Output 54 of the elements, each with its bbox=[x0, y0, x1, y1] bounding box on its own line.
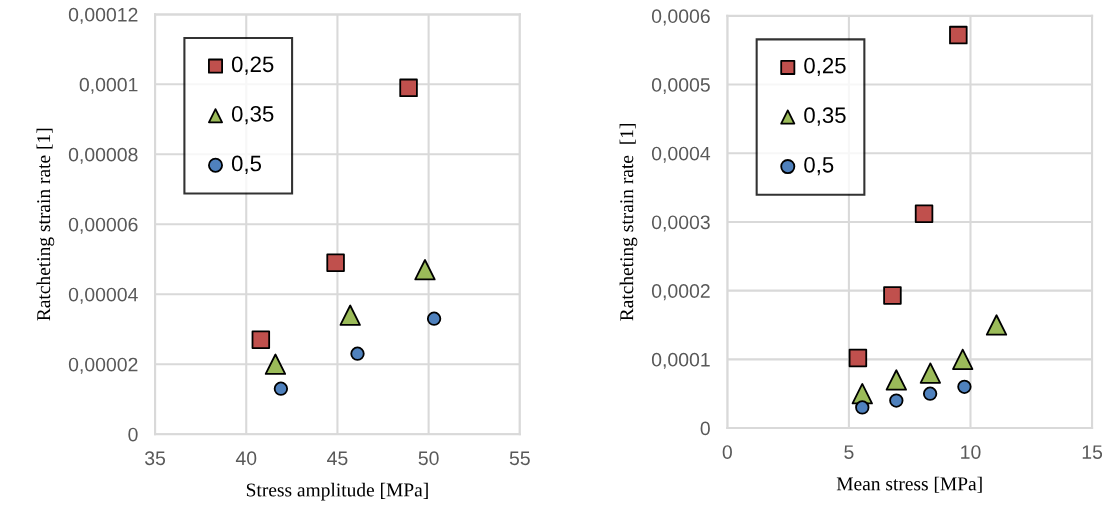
y-tick-label: 0,0001 bbox=[651, 352, 710, 369]
y-tick-label: 0,0006 bbox=[651, 9, 710, 26]
point bbox=[326, 253, 345, 272]
legend-label: 0,5 bbox=[804, 156, 834, 176]
y-axis-title: Ratcheting strain rate [1] bbox=[36, 128, 55, 321]
y-tick-label: 0,0001 bbox=[79, 77, 138, 94]
x-tick-label: 10 bbox=[961, 445, 981, 459]
point bbox=[273, 381, 289, 396]
point bbox=[251, 330, 271, 349]
point bbox=[883, 286, 902, 305]
y-tick-label: 0,0003 bbox=[651, 215, 710, 232]
legend-label: 0,35 bbox=[231, 106, 274, 125]
legend-label: 0,35 bbox=[804, 107, 846, 126]
y-tick-label: 0,00012 bbox=[68, 7, 138, 24]
x-tick-label: 45 bbox=[327, 451, 348, 466]
legend-label: 0,25 bbox=[804, 57, 846, 77]
point bbox=[350, 346, 365, 361]
y-tick-label: 0 bbox=[128, 427, 138, 442]
point bbox=[848, 348, 868, 368]
y-tick-label: 0,0002 bbox=[651, 284, 710, 301]
x-tick-label: 15 bbox=[1082, 445, 1102, 459]
y-tick-label: 0,00002 bbox=[68, 357, 138, 374]
point bbox=[949, 25, 968, 45]
x-axis-title: Mean stress [MPa] bbox=[836, 476, 982, 493]
point bbox=[985, 314, 1008, 336]
y-tick-label: 0,0005 bbox=[651, 78, 710, 95]
x-tick-label: 5 bbox=[844, 445, 854, 459]
x-tick-label: 35 bbox=[144, 451, 166, 466]
point bbox=[914, 204, 934, 223]
point bbox=[885, 369, 907, 391]
point bbox=[952, 348, 974, 370]
point bbox=[339, 304, 361, 326]
y-tick-label: 0 bbox=[700, 421, 710, 436]
y-tick-label: 0,00008 bbox=[68, 147, 138, 164]
x-tick-label: 55 bbox=[509, 451, 530, 466]
point bbox=[919, 362, 941, 384]
point bbox=[426, 311, 442, 326]
point bbox=[264, 353, 287, 375]
point bbox=[855, 400, 870, 415]
y-tick-label: 0,0004 bbox=[651, 146, 711, 163]
x-tick-label: 50 bbox=[418, 451, 439, 466]
y-tick-label: 0,00006 bbox=[68, 217, 138, 234]
point bbox=[414, 259, 436, 281]
x-tick-label: 40 bbox=[235, 451, 257, 466]
y-tick-label: 0,00004 bbox=[68, 287, 138, 304]
point bbox=[922, 386, 938, 401]
legend-label: 0,25 bbox=[231, 56, 274, 75]
point bbox=[399, 78, 418, 98]
y-axis-title: Ratcheting strain rate [1] bbox=[619, 124, 638, 321]
point bbox=[957, 379, 972, 394]
point bbox=[889, 393, 904, 408]
legend-label: 0,5 bbox=[231, 155, 262, 174]
x-tick-label: 0 bbox=[722, 445, 732, 459]
x-axis-title: Stress amplitude [MPa] bbox=[246, 482, 428, 501]
